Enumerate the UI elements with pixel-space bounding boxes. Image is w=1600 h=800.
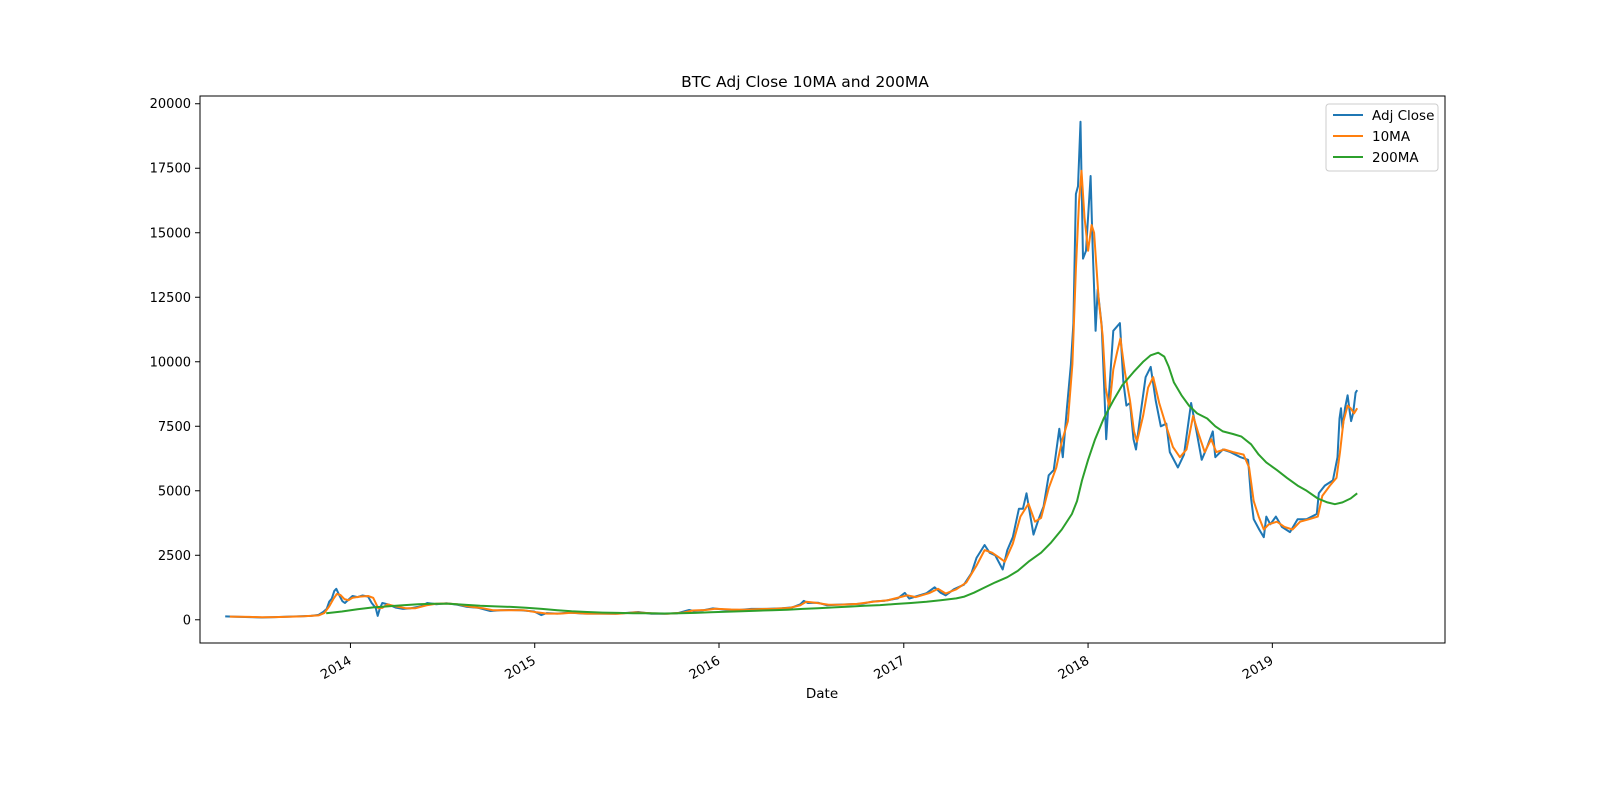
legend: Adj Close 10MA 200MA: [1325, 103, 1439, 172]
plot-frame: [199, 95, 1446, 644]
series-line-200ma: [326, 351, 1358, 615]
x-axis-label: Date: [806, 686, 838, 702]
legend-label: 200MA: [1372, 150, 1419, 166]
chart-title: BTC Adj Close 10MA and 200MA: [681, 73, 929, 91]
plot-area: [225, 120, 1359, 619]
legend-box: [1325, 103, 1439, 172]
y-tick-label: 12500: [150, 291, 191, 306]
y-tick-label: 15000: [150, 226, 191, 241]
y-tick-label: 10000: [150, 355, 191, 370]
y-axis: 0 2500 5000 7500 10000 12500 15000 17500 20000: [150, 97, 200, 628]
legend-label: 10MA: [1372, 129, 1411, 145]
y-tick-label: 0: [183, 613, 191, 628]
y-tick-label: 7500: [158, 420, 191, 435]
legend-label: Adj Close: [1372, 108, 1434, 124]
y-tick-label: 5000: [158, 484, 191, 499]
y-tick-label: 17500: [150, 162, 191, 177]
y-tick-label: 20000: [150, 97, 191, 112]
y-tick-label: 2500: [158, 549, 191, 564]
series-line-10ma: [229, 169, 1359, 619]
